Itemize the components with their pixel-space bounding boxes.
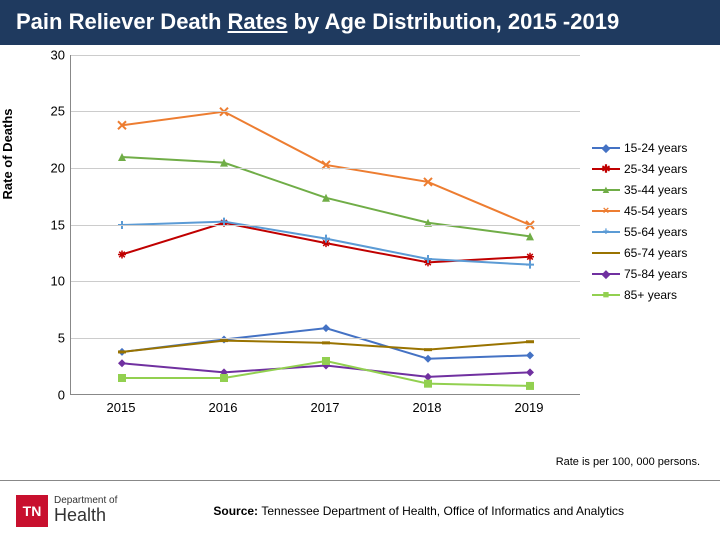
y-tick: 15 <box>40 217 65 232</box>
legend-item: ■ 85+ years <box>592 287 710 303</box>
x-tick: 2018 <box>413 400 442 415</box>
legend-item: +55-64 years <box>592 224 710 240</box>
y-tick: 25 <box>40 104 65 119</box>
legend-swatch: + <box>592 225 620 239</box>
data-marker <box>526 252 534 260</box>
y-tick: 30 <box>40 47 65 62</box>
title-post: by Age Distribution, 2015 -2019 <box>287 9 619 34</box>
legend-item: ✱ 25-34 years <box>592 161 710 177</box>
data-marker <box>118 359 126 367</box>
data-marker <box>322 324 330 332</box>
legend-swatch: ◆ <box>592 141 620 155</box>
grid-line <box>71 281 580 282</box>
data-marker <box>118 374 126 382</box>
data-marker <box>424 379 432 387</box>
logo-text: Department of Health <box>54 495 117 526</box>
y-tick: 10 <box>40 274 65 289</box>
legend-item: — 65-74 years <box>592 245 710 261</box>
legend-swatch: ▲ <box>592 183 620 197</box>
y-tick: 20 <box>40 160 65 175</box>
logo-square: TN <box>16 495 48 527</box>
title-underlined: Rates <box>228 9 288 34</box>
logo: TN Department of Health <box>16 495 117 527</box>
page-title: Pain Reliever Death Rates by Age Distrib… <box>0 0 720 45</box>
legend-label: 75-84 years <box>624 267 687 281</box>
legend-label: 55-64 years <box>624 225 687 239</box>
data-marker <box>526 382 534 390</box>
legend-label: 65-74 years <box>624 246 687 260</box>
data-marker <box>526 368 534 376</box>
legend-swatch: × <box>592 204 620 218</box>
data-marker <box>526 260 534 268</box>
legend: ◆ 15-24 years ✱ 25-34 years ▲ 35-44 years × 45-… <box>592 135 710 308</box>
legend-label: 35-44 years <box>624 183 687 197</box>
y-tick: 0 <box>40 387 65 402</box>
x-tick: 2019 <box>515 400 544 415</box>
legend-label: 25-34 years <box>624 162 687 176</box>
legend-item: ▲ 35-44 years <box>592 182 710 198</box>
legend-label: 15-24 years <box>624 141 687 155</box>
grid-line <box>71 338 580 339</box>
grid-line <box>71 55 580 56</box>
source-body: Tennessee Department of Health, Office o… <box>261 504 624 518</box>
data-marker <box>220 374 228 382</box>
data-marker <box>526 351 534 359</box>
grid-line <box>71 225 580 226</box>
data-marker <box>322 357 330 365</box>
footer: TN Department of Health Source: Tennesse… <box>0 480 720 540</box>
y-tick: 5 <box>40 330 65 345</box>
data-marker <box>424 354 432 362</box>
logo-line2: Health <box>54 506 117 526</box>
chart-area: Rate of Deaths ◆15-24 years✱25-34 years▲… <box>10 55 710 435</box>
legend-label: 85+ years <box>624 288 677 302</box>
x-tick: 2015 <box>107 400 136 415</box>
legend-swatch: ■ <box>592 288 620 302</box>
data-marker <box>118 250 126 258</box>
grid-line <box>71 168 580 169</box>
footnote: Rate is per 100, 000 persons. <box>556 456 700 468</box>
legend-item: ◆ 75-84 years <box>592 266 710 282</box>
legend-item: ◆ 15-24 years <box>592 140 710 156</box>
source-text: Source: Tennessee Department of Health, … <box>117 504 720 518</box>
y-axis-label: Rate of Deaths <box>0 108 15 199</box>
legend-swatch: ◆ <box>592 267 620 281</box>
x-tick: 2017 <box>311 400 340 415</box>
legend-item: × 45-54 years <box>592 203 710 219</box>
grid-line <box>71 111 580 112</box>
legend-label: 45-54 years <box>624 204 687 218</box>
legend-swatch: — <box>592 246 620 260</box>
legend-swatch: ✱ <box>592 162 620 176</box>
x-tick: 2016 <box>209 400 238 415</box>
plot-area <box>70 55 580 395</box>
title-pre: Pain Reliever Death <box>16 9 228 34</box>
source-label: Source: <box>213 504 261 518</box>
data-marker <box>322 234 330 242</box>
